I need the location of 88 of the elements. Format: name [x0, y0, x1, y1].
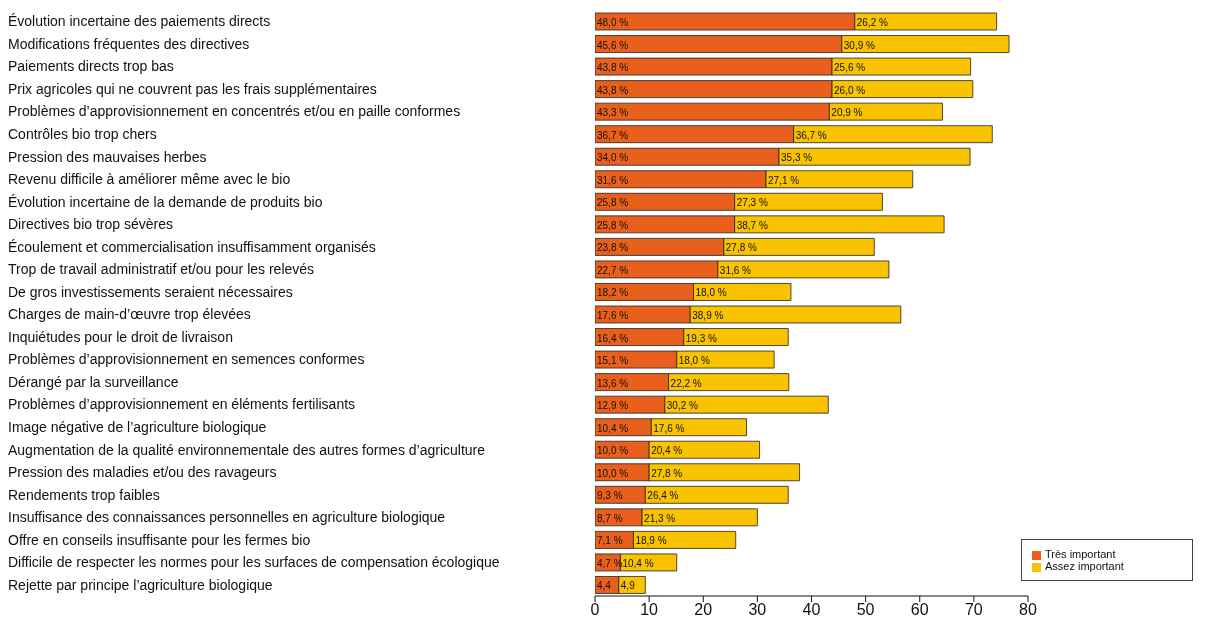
data-label: 43,8 %	[597, 84, 629, 96]
data-label: 31,6 %	[597, 174, 629, 186]
y-tick-label: Modifications fréquentes des directives	[8, 35, 250, 52]
data-label: 18,9 %	[635, 535, 667, 547]
data-label: 27,8 %	[725, 242, 758, 254]
legend-label: Assez important	[1045, 560, 1124, 572]
y-tick-label: Contrôles bio trop chers	[8, 125, 157, 142]
y-tick-label: De gros investissements seraient nécessaires	[8, 283, 293, 300]
y-tick-label: Évolution incertaine des paiements directs	[8, 13, 271, 30]
data-label: 17,6 %	[653, 422, 685, 434]
data-label: 38,7 %	[736, 219, 768, 231]
data-label: 30,9 %	[843, 39, 876, 51]
data-label: 26,2 %	[856, 17, 889, 28]
y-tick-label: Problèmes d’approvisionnement en éléments fertilisants	[8, 396, 356, 413]
data-label: 7,1 %	[597, 535, 623, 547]
data-label: 17,6 %	[597, 310, 629, 321]
x-tick-label: 20	[694, 601, 713, 619]
legend-label: Très important	[1045, 548, 1116, 560]
data-label: 30,2 %	[666, 400, 699, 412]
data-label: 27,1 %	[768, 174, 800, 186]
data-label: 9,3 %	[597, 490, 623, 502]
x-tick-label: 40	[802, 601, 821, 619]
y-tick-label: Problèmes d’approvisionnement en semences conformes	[8, 351, 365, 368]
y-tick-label: Directives bio trop sévères	[8, 216, 173, 233]
y-tick-label: Prix agricoles qui ne couvrent pas les frais supplémentaires	[8, 80, 377, 97]
data-label: 31,6 %	[719, 264, 752, 276]
data-label: 25,8 %	[597, 197, 629, 209]
data-label: 21,3 %	[644, 512, 676, 524]
y-tick-label: Écoulement et commercialisation insuffisamment organisés	[8, 238, 376, 255]
data-label: 8,7 %	[597, 512, 623, 524]
y-tick-label: Difficile de respecter les normes pour les surfaces de compensation écologique	[8, 554, 500, 571]
y-tick-label: Trop de travail administratif et/ou pour les relevés	[8, 261, 315, 278]
data-label: 25,8 %	[597, 219, 629, 231]
y-tick-label: Évolution incertaine de la demande de produits bio	[8, 193, 323, 210]
x-tick-label: 80	[1019, 601, 1037, 619]
data-label: 34,0 %	[597, 152, 629, 164]
data-label: 36,7 %	[597, 129, 629, 141]
data-label: 20,4 %	[651, 445, 683, 457]
x-tick-label: 60	[910, 601, 929, 619]
y-tick-label: Inquiétudes pour le droit de livraison	[8, 328, 233, 345]
x-tick-label: 0	[590, 601, 600, 619]
y-tick-label: Dérangé par la surveillance	[8, 373, 179, 390]
y-tick-label: Pression des mauvaises herbes	[8, 148, 207, 165]
data-label: 16,4 %	[597, 332, 629, 344]
data-label: 20,9 %	[831, 107, 863, 119]
data-label: 45,6 %	[597, 39, 629, 51]
data-label: 10,0 %	[597, 445, 629, 457]
data-label: 43,3 %	[597, 107, 629, 119]
data-label: 19,3 %	[685, 332, 718, 344]
data-label: 4,4	[597, 580, 612, 592]
y-tick-label: Insuffisance des connaissances personnelles en agriculture biologique	[8, 509, 446, 526]
data-label: 27,3 %	[736, 197, 768, 209]
y-tick-label: Rendements trop faibles	[8, 486, 160, 503]
y-tick-label: Paiements directs trop bas	[8, 58, 174, 75]
data-label: 36,7 %	[795, 129, 827, 141]
y-tick-label: Rejette par principe l’agriculture biologique	[8, 576, 273, 593]
x-tick-label: 70	[964, 601, 983, 619]
data-label: 10,4 %	[622, 557, 654, 569]
data-label: 26,0 %	[834, 84, 866, 96]
y-tick-label: Charges de main-d’œuvre trop élevées	[8, 306, 251, 323]
x-tick-label: 50	[856, 601, 875, 619]
data-label: 27,8 %	[651, 467, 683, 479]
x-tick-label: 10	[640, 601, 659, 619]
data-label: 38,9 %	[692, 310, 724, 321]
data-label: 25,6 %	[834, 62, 866, 74]
data-label: 15,1 %	[597, 355, 629, 367]
data-label: 10,0 %	[597, 467, 629, 479]
data-label: 43,8 %	[597, 62, 629, 74]
x-tick-label: 30	[748, 601, 767, 619]
y-tick-label: Problèmes d’approvisionnement en concentrés et/ou en paille conformes	[8, 103, 461, 120]
y-tick-label: Augmentation de la qualité environnementale des autres formes d’agriculture	[8, 441, 486, 458]
data-label: 13,6 %	[597, 377, 629, 389]
data-label: 23,8 %	[597, 242, 629, 254]
data-label: 18,2 %	[597, 287, 629, 299]
data-label: 22,2 %	[670, 377, 702, 389]
y-tick-label: Pression des maladies et/ou des ravageurs	[8, 464, 277, 481]
data-label: 48,0 %	[597, 17, 629, 28]
data-label: 10,4 %	[597, 422, 629, 434]
data-label: 4,9	[620, 580, 636, 592]
data-label: 26,4 %	[647, 490, 679, 502]
data-label: 35,3 %	[781, 152, 813, 164]
y-tick-label: Image négative de l’agriculture biologique	[8, 418, 267, 435]
data-label: 18,0 %	[695, 287, 727, 299]
data-label: 22,7 %	[597, 264, 629, 276]
y-tick-label: Offre en conseils insuffisante pour les fermes bio	[8, 531, 311, 548]
y-tick-label: Revenu difficile à améliorer même avec le bio	[8, 171, 291, 188]
data-label: 12,9 %	[597, 400, 629, 412]
data-label: 18,0 %	[678, 355, 710, 367]
